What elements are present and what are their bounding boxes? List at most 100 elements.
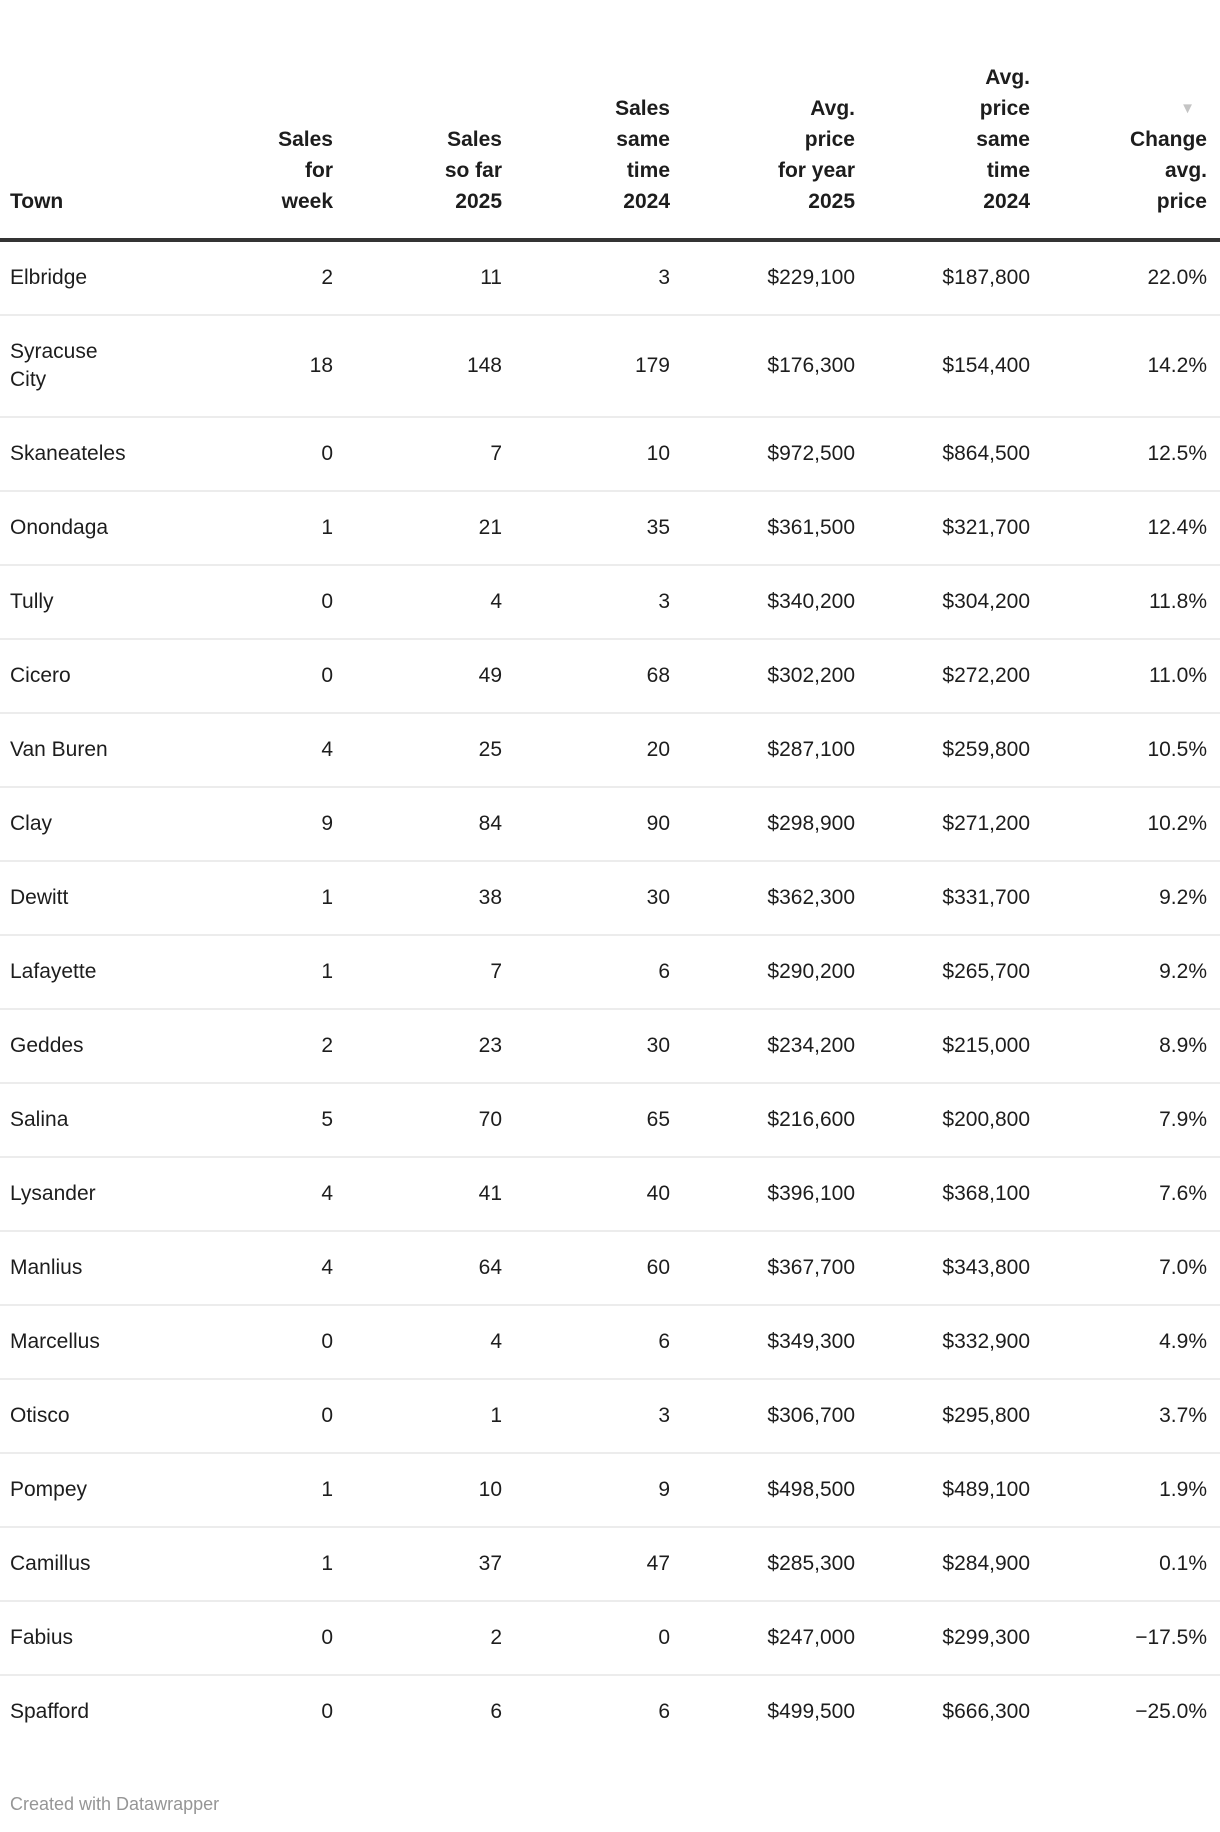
column-header-avg-price-2024[interactable]: Avg. price same time 2024 — [855, 0, 1030, 242]
avg-price-2024-cell: $215,000 — [855, 1009, 1030, 1084]
column-header-change-avg-price[interactable]: ▼ Change avg. price — [1030, 0, 1220, 242]
avg-price-2025-cell: $298,900 — [670, 787, 855, 862]
town-cell: Syracuse City — [0, 315, 140, 418]
avg-price-2025-cell: $498,500 — [670, 1453, 855, 1528]
sales-same-time-2024-cell: 30 — [502, 861, 670, 936]
sales-same-time-2024-cell: 20 — [502, 713, 670, 788]
sales-so-far-2025-cell: 41 — [333, 1157, 502, 1232]
change-avg-price-cell: 8.9% — [1030, 1009, 1220, 1084]
avg-price-2024-cell: $259,800 — [855, 713, 1030, 788]
sales-same-time-2024-cell: 47 — [502, 1527, 670, 1602]
table-row: Salina 5 70 65 $216,600 $200,800 7.9% — [0, 1083, 1220, 1158]
sales-for-week-cell: 2 — [140, 240, 333, 316]
table-row: Van Buren 4 25 20 $287,100 $259,800 10.5… — [0, 713, 1220, 788]
change-avg-price-cell: 7.0% — [1030, 1231, 1220, 1306]
avg-price-2025-cell: $247,000 — [670, 1601, 855, 1676]
change-avg-price-cell: 9.2% — [1030, 861, 1220, 936]
avg-price-2025-cell: $287,100 — [670, 713, 855, 788]
column-header-avg-price-2025[interactable]: Avg. price for year 2025 — [670, 0, 855, 242]
sales-for-week-cell: 0 — [140, 565, 333, 640]
change-avg-price-cell: 10.5% — [1030, 713, 1220, 788]
avg-price-2024-cell: $368,100 — [855, 1157, 1030, 1232]
column-header-sales-so-far-2025[interactable]: Sales so far 2025 — [333, 0, 502, 242]
sales-for-week-cell: 4 — [140, 1231, 333, 1306]
avg-price-2024-cell: $284,900 — [855, 1527, 1030, 1602]
town-cell: Spafford — [10, 1700, 90, 1723]
avg-price-2025-cell: $216,600 — [670, 1083, 855, 1158]
avg-price-2024-cell: $299,300 — [855, 1601, 1030, 1676]
sales-same-time-2024-cell: 65 — [502, 1083, 670, 1158]
avg-price-2025-cell: $396,100 — [670, 1157, 855, 1232]
sales-for-week-cell: 0 — [321, 1700, 333, 1723]
avg-price-2024-cell: $331,700 — [855, 861, 1030, 936]
change-avg-price-cell: 12.5% — [1030, 417, 1220, 492]
sales-so-far-2025-cell: 10 — [333, 1453, 502, 1528]
table-row: Fabius 0 2 0 $247,000 $299,300 −17.5% — [0, 1601, 1220, 1676]
sales-so-far-2025-cell: 4 — [333, 1305, 502, 1380]
table-row: Camillus 1 37 47 $285,300 $284,900 0.1% — [0, 1527, 1220, 1602]
sales-same-time-2024-cell: 6 — [502, 1305, 670, 1380]
change-avg-price-cell: 7.6% — [1030, 1157, 1220, 1232]
avg-price-2024-cell: $321,700 — [855, 491, 1030, 566]
column-header-sales-for-week[interactable]: Sales for week — [140, 0, 333, 242]
sales-for-week-cell: 0 — [140, 639, 333, 714]
avg-price-2024-cell: $343,800 — [855, 1231, 1030, 1306]
avg-price-2024-cell: $666,300 — [942, 1700, 1030, 1723]
change-avg-price-cell: 22.0% — [1030, 240, 1220, 316]
sales-for-week-cell: 9 — [140, 787, 333, 862]
table-row: Geddes 2 23 30 $234,200 $215,000 8.9% — [0, 1009, 1220, 1084]
sales-for-week-cell: 1 — [140, 491, 333, 566]
sales-so-far-2025-cell: 84 — [333, 787, 502, 862]
header-row: Town Sales for week Sales so far 2025 Sa… — [0, 0, 1220, 242]
column-header-change-label: Change avg. price — [1129, 128, 1207, 213]
column-header-town[interactable]: Town — [0, 0, 140, 242]
change-avg-price-cell: 3.7% — [1030, 1379, 1220, 1454]
town-cell: Otisco — [0, 1379, 140, 1454]
change-avg-price-cell: 7.9% — [1030, 1083, 1220, 1158]
column-header-sales-same-time-2024[interactable]: Sales same time 2024 — [502, 0, 670, 242]
avg-price-2025-cell: $229,100 — [670, 240, 855, 316]
change-avg-price-cell: 11.0% — [1030, 639, 1220, 714]
datawrapper-credit[interactable]: Created with Datawrapper — [10, 1794, 220, 1814]
avg-price-2024-cell: $864,500 — [855, 417, 1030, 492]
change-avg-price-cell: 0.1% — [1030, 1527, 1220, 1602]
sales-for-week-cell: 2 — [140, 1009, 333, 1084]
change-avg-price-cell: 11.8% — [1030, 565, 1220, 640]
sales-same-time-2024-cell: 9 — [502, 1453, 670, 1528]
avg-price-2025-cell: $234,200 — [670, 1009, 855, 1084]
sales-so-far-2025-cell: 23 — [333, 1009, 502, 1084]
sales-for-week-cell: 5 — [140, 1083, 333, 1158]
sales-same-time-2024-cell: 3 — [502, 240, 670, 316]
sales-so-far-2025-cell: 7 — [333, 417, 502, 492]
town-cell: Manlius — [0, 1231, 140, 1306]
change-avg-price-cell: −25.0% — [1135, 1700, 1207, 1723]
town-cell: Van Buren — [0, 713, 140, 788]
avg-price-2025-cell: $340,200 — [670, 565, 855, 640]
sales-for-week-cell: 1 — [140, 1527, 333, 1602]
avg-price-2024-cell: $272,200 — [855, 639, 1030, 714]
sales-same-time-2024-cell: 90 — [502, 787, 670, 862]
table-row: Manlius 4 64 60 $367,700 $343,800 7.0% — [0, 1231, 1220, 1306]
town-cell: Tully — [0, 565, 140, 640]
sales-for-week-cell: 0 — [140, 417, 333, 492]
change-avg-price-cell: 1.9% — [1030, 1453, 1220, 1528]
town-cell: Clay — [0, 787, 140, 862]
sales-so-far-2025-cell: 6 — [490, 1700, 502, 1723]
avg-price-2025-cell: $290,200 — [670, 935, 855, 1010]
avg-price-2024-cell: $187,800 — [855, 240, 1030, 316]
table-row: Marcellus 0 4 6 $349,300 $332,900 4.9% — [0, 1305, 1220, 1380]
town-cell: Elbridge — [0, 240, 140, 316]
sales-for-week-cell: 1 — [140, 1453, 333, 1528]
town-cell: Lysander — [0, 1157, 140, 1232]
town-cell: Marcellus — [0, 1305, 140, 1380]
sales-same-time-2024-cell: 10 — [502, 417, 670, 492]
table-row: Clay 9 84 90 $298,900 $271,200 10.2% — [0, 787, 1220, 862]
town-cell: Pompey — [0, 1453, 140, 1528]
town-cell: Cicero — [0, 639, 140, 714]
sales-for-week-cell: 0 — [140, 1305, 333, 1380]
sales-so-far-2025-cell: 38 — [333, 861, 502, 936]
sales-so-far-2025-cell: 7 — [333, 935, 502, 1010]
table-body: Elbridge 2 11 3 $229,100 $187,800 22.0% … — [0, 240, 1220, 1748]
sales-for-week-cell: 0 — [140, 1601, 333, 1676]
sort-descending-icon: ▼ — [1180, 100, 1195, 117]
